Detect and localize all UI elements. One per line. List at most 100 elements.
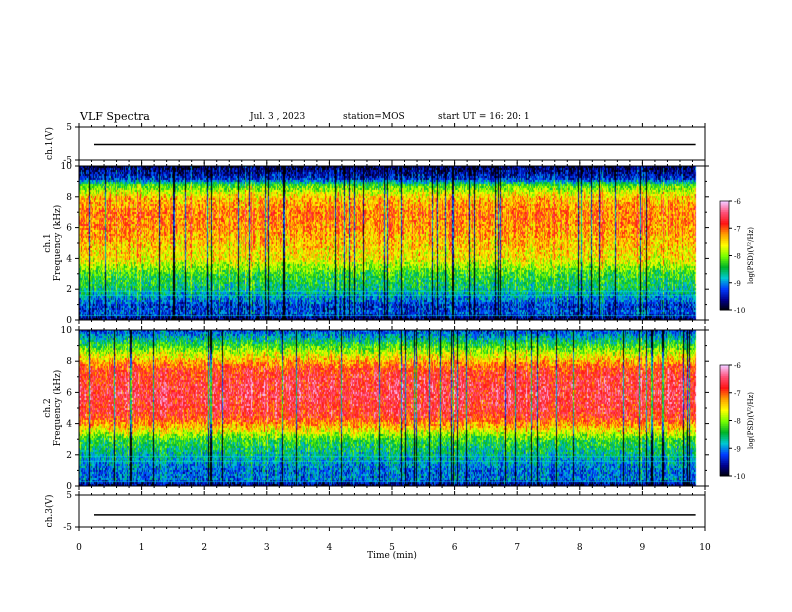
colorbar	[719, 364, 732, 477]
colorbar-cell	[720, 211, 729, 215]
colorbar-cell	[720, 385, 729, 388]
ylabel-voltage: ch.3(V)	[44, 495, 55, 528]
ytick-label: 5	[66, 491, 72, 501]
colorbar-cell	[720, 299, 729, 302]
colorbar-cell	[720, 433, 729, 436]
colorbar-cell	[720, 228, 729, 231]
xtick-label: 3	[264, 543, 270, 553]
ylabel-frequency: Frequency (kHz)	[52, 205, 63, 282]
panel-channel-2-spectrogram	[75, 326, 732, 490]
colorbar-cell	[720, 250, 729, 253]
date-label: Jul. 3 , 2023	[250, 112, 306, 122]
colorbar-cell	[720, 418, 729, 421]
colorbar-cell	[720, 268, 729, 271]
colorbar-cell	[720, 244, 729, 247]
colorbar-cell	[720, 446, 729, 449]
colorbar-cell	[720, 376, 729, 379]
colorbar-cell	[720, 226, 729, 229]
colorbar-cell	[720, 459, 729, 462]
colorbar-cell	[720, 427, 729, 431]
colorbar	[719, 200, 732, 311]
colorbar-cell	[720, 237, 729, 240]
colorbar-cell	[720, 416, 729, 420]
colorbar-tick-label: -10	[734, 307, 745, 315]
colorbar-cell	[720, 297, 729, 300]
colorbar-cell	[720, 240, 729, 244]
colorbar-cell	[720, 377, 729, 381]
station-label: station=MOS	[343, 112, 405, 122]
colorbar-cell	[720, 295, 729, 298]
colorbar-tick-label: -9	[734, 445, 741, 453]
colorbar-cell	[720, 435, 729, 438]
colorbar-cell	[720, 306, 729, 309]
colorbar-cell	[720, 420, 729, 423]
colorbar-cell	[720, 259, 729, 262]
colorbar-cell	[720, 220, 729, 224]
colorbar-cell	[720, 424, 729, 427]
colorbar-cell	[720, 414, 729, 418]
colorbar-cell	[720, 286, 729, 289]
colorbar-cell	[720, 365, 729, 368]
colorbar-cell	[720, 253, 729, 256]
colorbar-cell	[720, 204, 729, 207]
colorbar-cell	[720, 466, 729, 470]
colorbar-cell	[720, 304, 729, 307]
colorbar-cell	[720, 370, 729, 373]
colorbar-cell	[720, 400, 729, 403]
colorbar-cell	[720, 300, 729, 304]
colorbar-cell	[720, 233, 729, 237]
colorbar-cell	[720, 429, 729, 433]
colorbar-cell	[720, 302, 729, 306]
colorbar-tick-label: -9	[734, 280, 741, 288]
chart-title: VLF Spectra	[80, 110, 150, 123]
colorbar-tick-label: -7	[734, 225, 741, 233]
start-time-label: start UT = 16: 20: 1	[438, 112, 530, 122]
colorbar-cell	[720, 262, 729, 266]
ylabel-frequency: Frequency (kHz)	[52, 370, 63, 447]
colorbar-cell	[720, 437, 729, 440]
spectrogram-image	[79, 330, 705, 486]
colorbar-cell	[720, 210, 729, 213]
colorbar-cell	[720, 291, 729, 295]
xtick-label: 7	[514, 543, 520, 553]
ytick-label: 6	[66, 388, 72, 398]
colorbar-tick-label: -8	[734, 253, 741, 261]
panel-frame	[78, 494, 706, 528]
colorbar-cell	[720, 202, 729, 206]
xtick-label: 2	[201, 543, 207, 553]
xtick-label: 5	[389, 543, 395, 553]
colorbar-tick-label: -6	[734, 198, 741, 206]
ytick-label: 4	[66, 254, 72, 264]
colorbar-cell	[720, 444, 729, 447]
colorbar-cell	[720, 251, 729, 255]
ytick-label: -5	[63, 523, 72, 533]
ytick-label: 10	[61, 162, 73, 172]
ylabel-voltage: ch.1(V)	[44, 127, 55, 160]
colorbar-cell	[720, 242, 729, 246]
colorbar-label: log(PSD)(V²/Hz)	[747, 227, 755, 284]
colorbar-cell	[720, 383, 729, 386]
colorbar-cell	[720, 472, 729, 475]
colorbar-cell	[720, 392, 729, 396]
colorbar-cell	[720, 468, 729, 471]
colorbar-cell	[720, 279, 729, 282]
colorbar-cell	[720, 440, 729, 444]
xtick-label: 8	[577, 543, 583, 553]
colorbar-cell	[720, 224, 729, 227]
xtick-label: 0	[76, 543, 82, 553]
xtick-label: 9	[640, 543, 646, 553]
ylabel-channel: ch.1	[43, 233, 53, 252]
colorbar-cell	[720, 450, 729, 453]
ytick-label: 0	[66, 482, 72, 492]
colorbar-cell	[720, 455, 729, 458]
colorbar-cell	[720, 230, 729, 233]
ytick-label: 8	[66, 357, 72, 367]
colorbar-cell	[720, 308, 729, 311]
colorbar-cell	[720, 217, 729, 220]
colorbar-cell	[720, 288, 729, 291]
colorbar-cell	[720, 213, 729, 217]
colorbar-tick-label: -6	[734, 362, 741, 370]
panel-channel-1-spectrogram	[75, 162, 732, 324]
colorbar-cell	[720, 201, 729, 204]
